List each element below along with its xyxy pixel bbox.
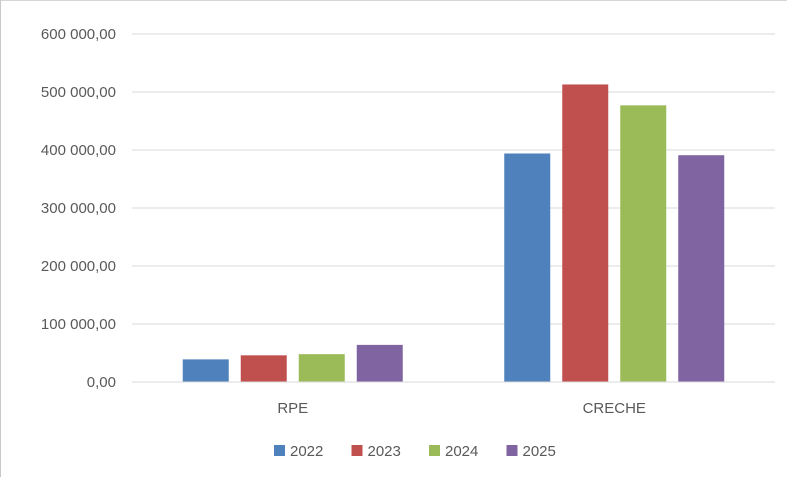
legend-label: 2022 — [290, 443, 323, 460]
legend-label: 2024 — [445, 443, 478, 460]
bars — [182, 84, 725, 383]
legend-swatch-2023 — [351, 445, 363, 456]
x-tick-label: RPE — [277, 400, 308, 417]
y-tick-label: 200 000,00 — [41, 258, 116, 275]
legend: 2022 2023 2024 2025 — [274, 443, 556, 460]
y-tick-label: 500 000,00 — [41, 84, 116, 101]
bar-rpe-2022 — [182, 359, 229, 382]
x-axis-tick-labels: RPE CRECHE — [277, 400, 646, 417]
bar-rpe-2024 — [298, 354, 345, 382]
y-tick-label: 400 000,00 — [41, 142, 116, 159]
y-axis-tick-labels: 0,00 100 000,00 200 000,00 300 000,00 400 00… — [41, 26, 116, 391]
x-tick-label: CRECHE — [583, 400, 646, 417]
bar-creche-2024 — [620, 105, 667, 382]
y-tick-label: 100 000,00 — [41, 316, 116, 333]
bar-rpe-2025 — [356, 344, 403, 382]
legend-swatch-2022 — [274, 445, 285, 456]
y-tick-label: 300 000,00 — [41, 200, 116, 217]
legend-swatch-2025 — [506, 445, 518, 456]
legend-label: 2023 — [368, 443, 401, 460]
bar-creche-2022 — [504, 153, 551, 382]
y-tick-label: 0,00 — [87, 374, 116, 391]
bar-rpe-2023 — [240, 355, 287, 382]
legend-swatch-2024 — [429, 445, 440, 456]
bar-creche-2025 — [678, 155, 725, 382]
y-tick-label: 600 000,00 — [41, 26, 116, 43]
legend-label: 2025 — [523, 443, 556, 460]
gridlines — [132, 33, 775, 325]
bar-creche-2023 — [562, 84, 609, 383]
